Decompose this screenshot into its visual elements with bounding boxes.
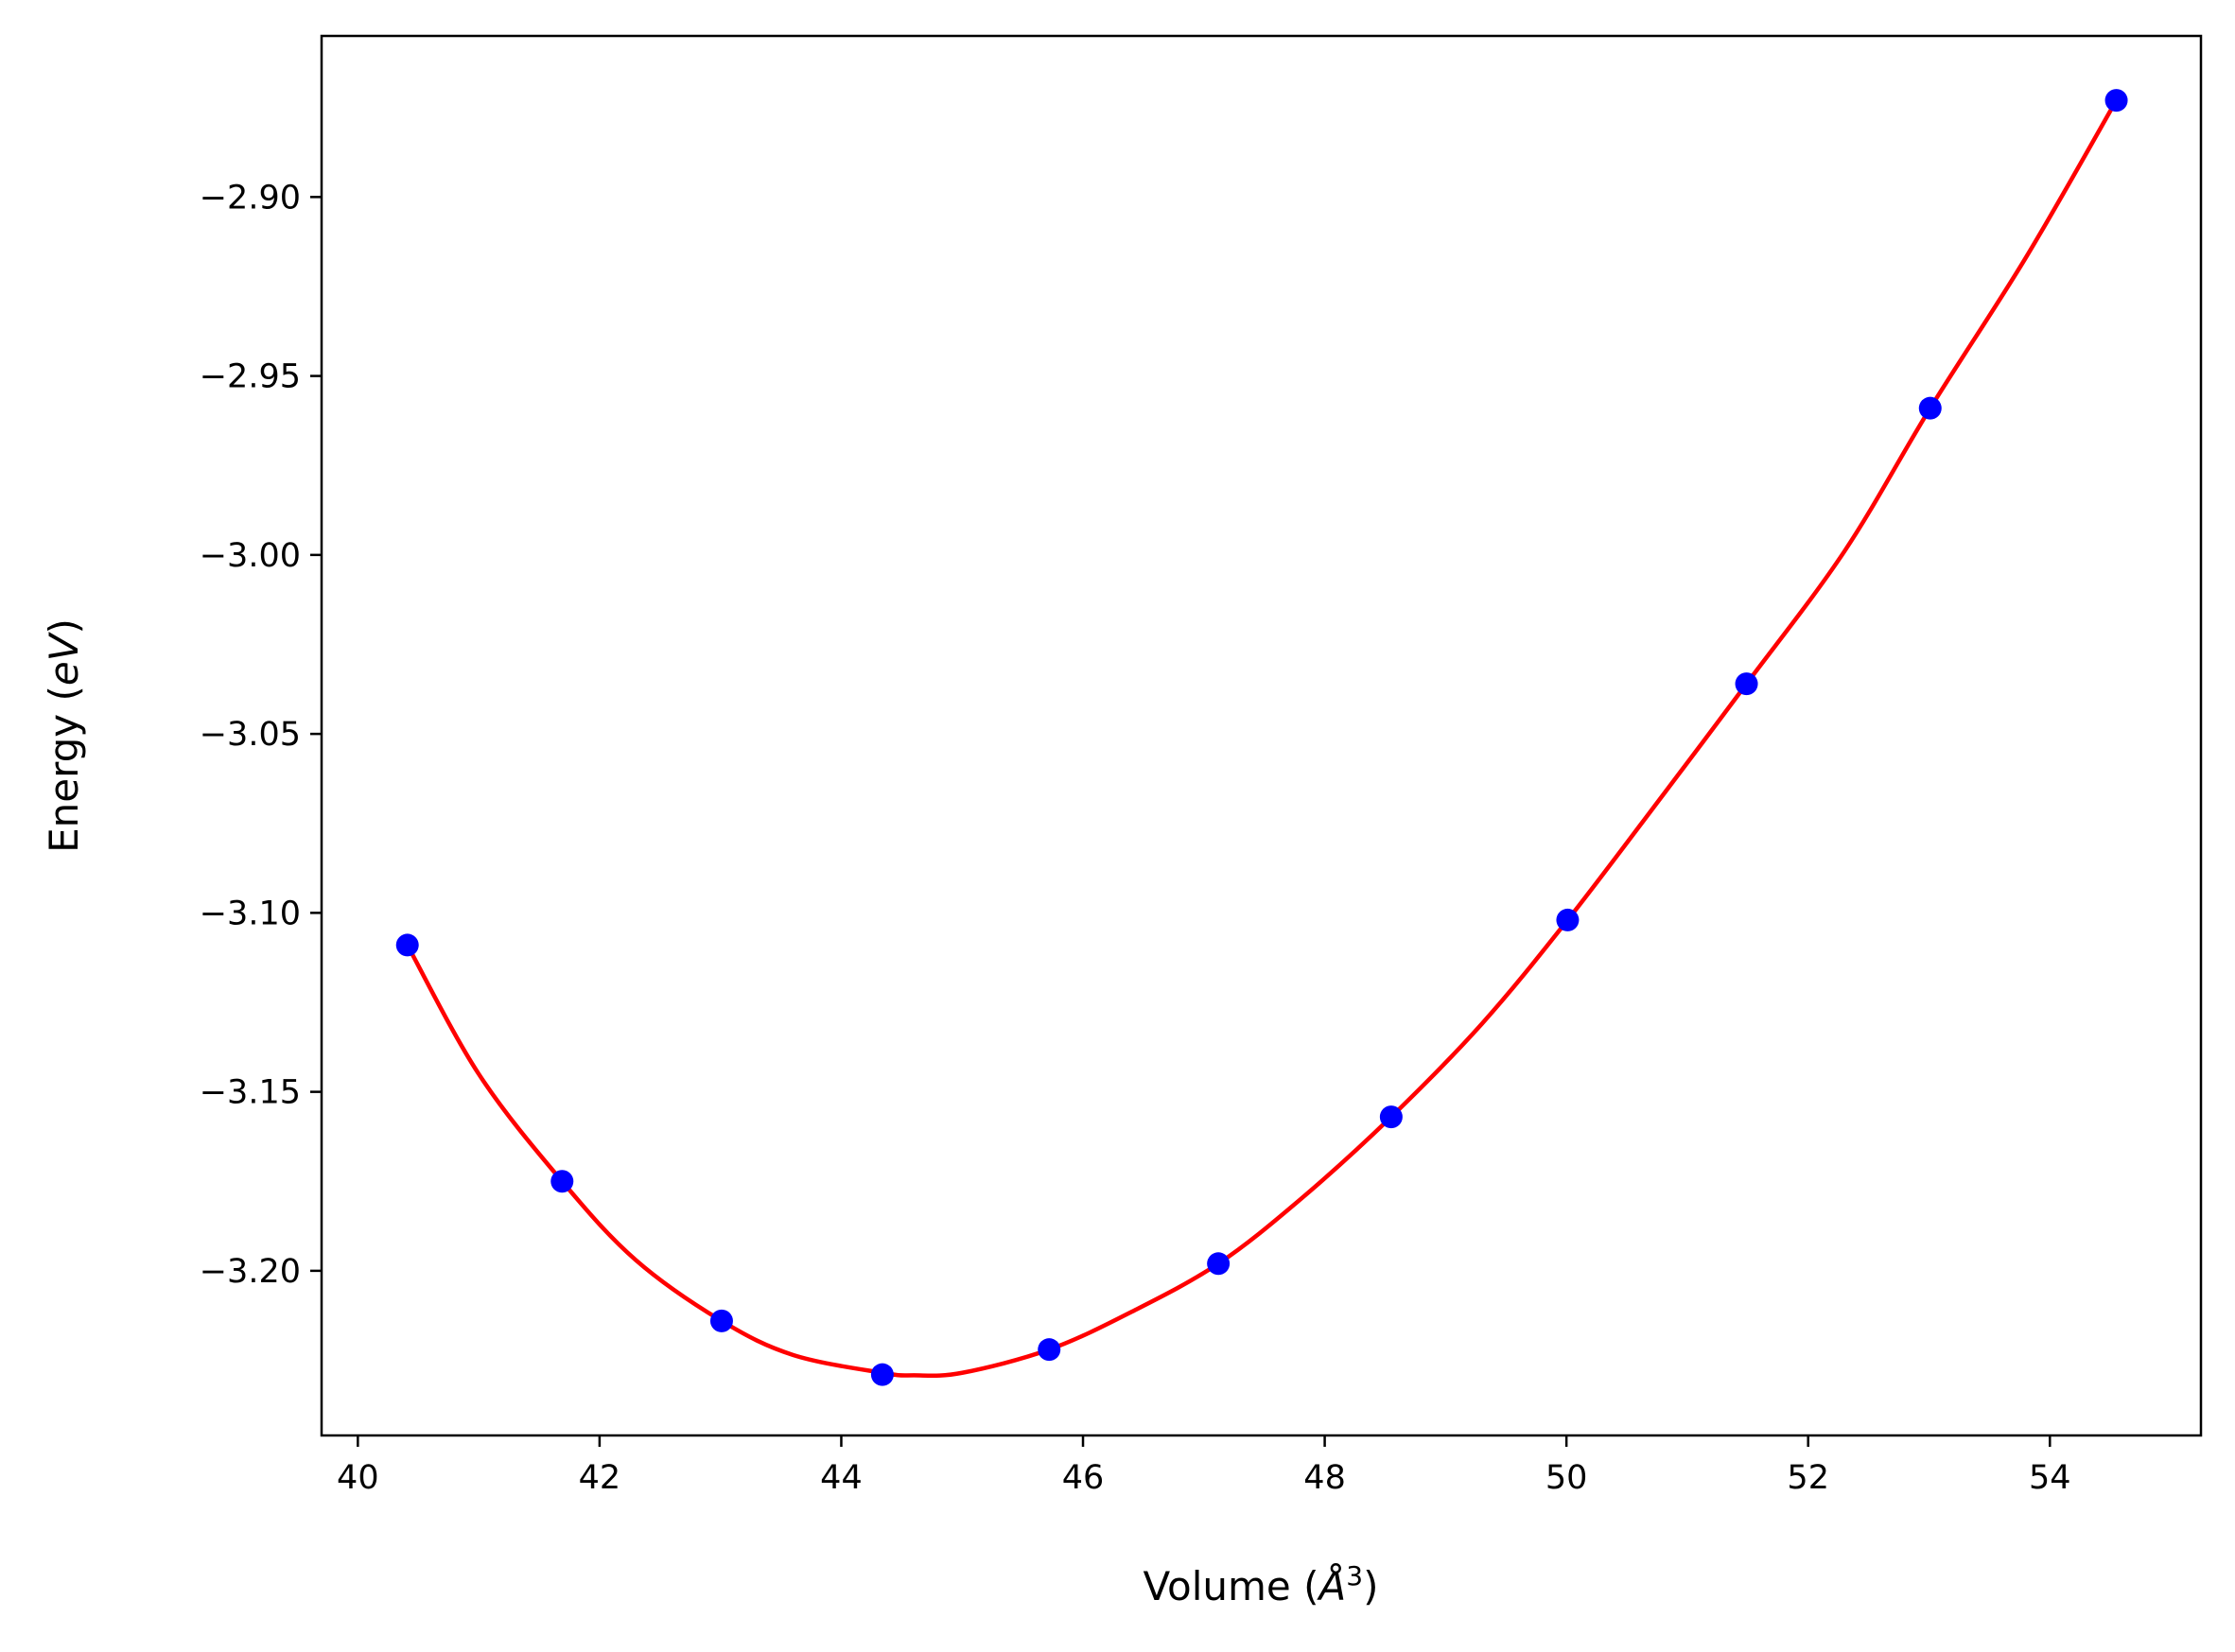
y-tick-label: −2.95 xyxy=(200,358,301,396)
data-point xyxy=(1735,672,1758,696)
x-tick-label: 46 xyxy=(1062,1459,1105,1497)
plot-frame xyxy=(320,34,2203,1437)
data-points-layer xyxy=(395,89,2128,1386)
data-point xyxy=(709,1309,733,1332)
x-tick-label: 42 xyxy=(579,1459,621,1497)
data-point xyxy=(1556,908,1580,931)
y-tick-label: −2.90 xyxy=(200,179,301,217)
x-tick-label: 48 xyxy=(1303,1459,1346,1497)
data-point xyxy=(1918,396,1942,420)
y-axis-ticks: −2.90 −2.95 −3.00 −3.05 −3.10 −3.15 −3.20 xyxy=(200,179,322,1291)
y-tick-label: −3.05 xyxy=(200,716,301,754)
y-tick-label: −3.15 xyxy=(200,1074,301,1112)
x-axis-ticks: 40 42 44 46 48 50 52 54 xyxy=(337,1435,2071,1497)
data-point xyxy=(1379,1105,1403,1129)
data-point xyxy=(870,1363,894,1386)
y-tick-label: −3.00 xyxy=(200,537,301,575)
data-point xyxy=(395,933,419,957)
x-tick-label: 52 xyxy=(1787,1459,1829,1497)
data-point xyxy=(1207,1252,1231,1276)
x-tick-label: 54 xyxy=(2029,1459,2071,1497)
fit-curve-line xyxy=(405,99,2119,1379)
x-axis-label: Volume (Å3) xyxy=(1144,1560,1379,1609)
data-point xyxy=(1038,1338,1061,1362)
x-tick-label: 44 xyxy=(820,1459,863,1497)
x-tick-label: 50 xyxy=(1545,1459,1588,1497)
data-point xyxy=(2104,89,2128,113)
y-tick-label: −3.20 xyxy=(200,1253,301,1291)
x-tick-label: 40 xyxy=(337,1459,379,1497)
plot-area-background xyxy=(322,36,2201,1435)
data-point xyxy=(550,1170,574,1193)
fit-curve-layer xyxy=(405,99,2119,1379)
y-axis-label: Energy (eV) xyxy=(41,618,87,853)
y-tick-label: −3.10 xyxy=(200,895,301,932)
